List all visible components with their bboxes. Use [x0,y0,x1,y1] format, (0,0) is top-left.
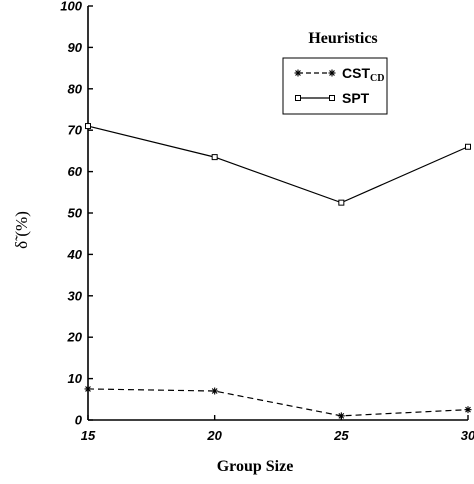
y-tick-label: 30 [68,288,83,303]
series-line-cst [87,388,469,417]
y-ticks: 0 10 20 30 40 50 60 70 80 90 100 [60,0,93,428]
series-line-spt [87,125,469,204]
y-tick-label: 0 [75,413,83,428]
x-axis-title: Group Size [217,458,294,475]
legend-label-text: SPT [342,90,370,106]
legend-label: SPT [342,90,370,106]
x-tick-label: 20 [206,428,222,443]
x-tick-label: 15 [81,428,96,443]
x-tick-label: 30 [461,428,474,443]
y-tick-label: 80 [68,81,83,96]
legend-box [282,57,388,115]
y-axis-title: δ̃ (%) [12,211,31,249]
series [84,123,472,420]
y-tick-label: 50 [68,206,83,221]
legend-label-text: CST [342,65,370,81]
legend-title: Heuristics [308,30,377,47]
legend-label-subscript: CD [370,73,384,84]
data-point [211,387,219,395]
y-tick-label: 40 [67,247,83,262]
y-tick-label: 60 [68,164,83,179]
data-point [211,154,218,161]
y-tick-label: 20 [67,330,83,345]
legend-marker [295,95,301,101]
data-point [85,123,91,130]
y-tick-label: 70 [68,123,83,138]
y-tick-label: 10 [68,371,83,386]
y-tick-label: 100 [60,0,82,14]
x-tick-label: 25 [333,428,349,443]
data-point [338,199,345,206]
data-point [464,406,472,414]
data-point [84,385,92,393]
legend-marker [328,69,336,77]
x-ticks: 15 20 25 30 [81,415,474,443]
legend-label: CSTCD [342,65,384,84]
data-point [337,412,345,420]
legend-marker [329,95,335,101]
data-point [465,143,471,150]
axes [87,6,468,421]
legend-marker [294,69,302,77]
y-tick-label: 90 [68,40,83,55]
